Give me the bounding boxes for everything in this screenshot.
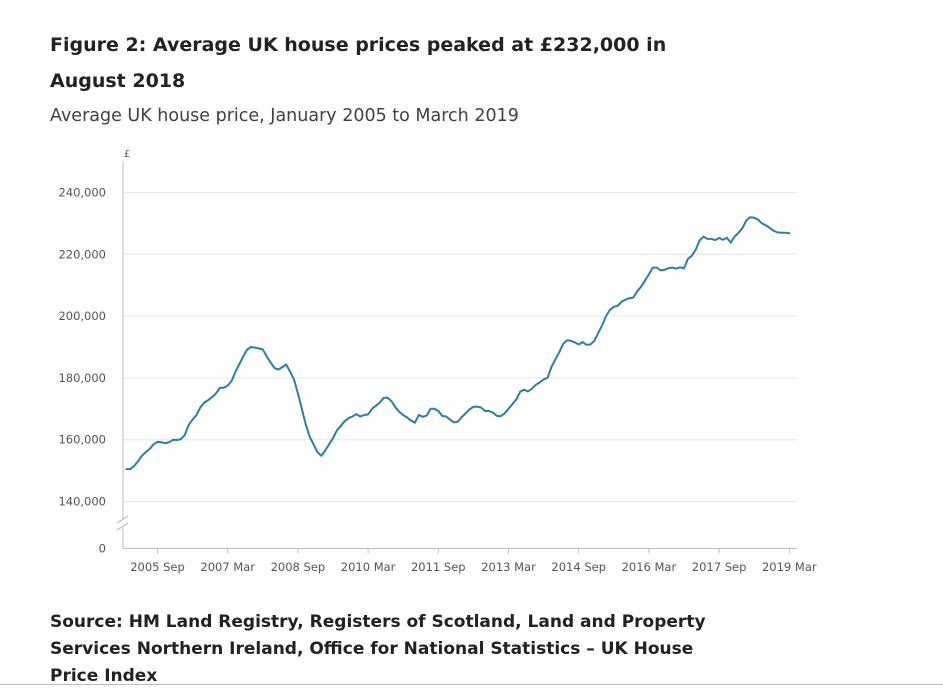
x-tick-label: 2016 Mar [622,560,677,574]
x-tick-label: 2005 Sep [130,560,185,574]
series-layer [125,216,791,471]
axis-break-mark [116,515,129,524]
bottom-divider [0,684,943,685]
y-tick-label: 140,000 [58,495,106,509]
x-axis: 2005 Sep 2007 Mar 2008 Sep 2010 Mar 2011 Sep… [123,548,817,574]
x-tick-label: 2011 Sep [411,560,466,574]
gridlines [123,192,797,502]
x-tick-label: 2019 Mar [762,560,817,574]
y-tick-label: 200,000 [58,309,106,323]
x-tick-label: 2010 Mar [341,560,396,574]
y-tick-label: 220,000 [58,247,106,261]
axis-break-mark [116,522,129,531]
y-tick-label: 240,000 [58,186,106,200]
y-unit-label: £ [124,149,130,160]
x-tick-label: 2014 Sep [551,560,606,574]
chart-subtitle: Average UK house price, January 2005 to … [50,106,519,126]
y-axis: 0 140,000 160,000 180,000 200,000 220,000 240,… [58,149,130,556]
source-note: Source: HM Land Registry, Registers of S… [50,612,706,686]
chart-title: Figure 2: Average UK house prices peaked… [50,34,667,92]
x-tick-label: 2007 Mar [200,560,255,574]
x-tick-label: 2013 Mar [481,560,536,574]
y-tick-label: 0 [99,542,106,556]
x-tick-label: 2017 Sep [692,560,747,574]
y-tick-label: 160,000 [58,433,106,447]
line-chart: 0 140,000 160,000 180,000 200,000 220,000 240,… [58,149,817,574]
series-line [125,216,791,471]
y-tick-label: 180,000 [58,371,106,385]
x-tick-label: 2008 Sep [271,560,326,574]
